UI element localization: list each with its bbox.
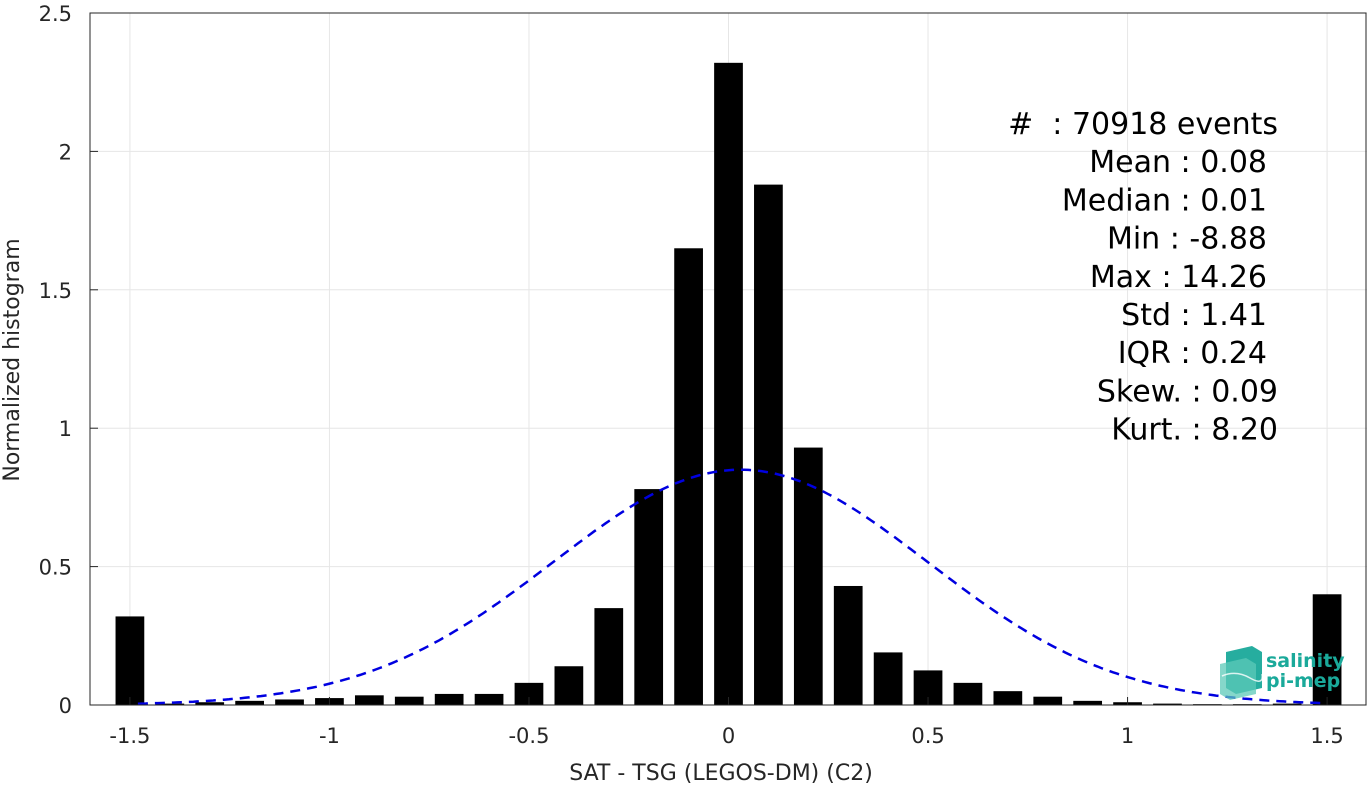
histogram-bar-24 bbox=[1073, 700, 1103, 705]
tick-labels: -1.5 -1 -0.5 0 0.5 1 1.5 0 0.5 1 1.5 2 2.5 bbox=[39, 2, 1344, 748]
stats-line-6: IQR : 0.24 bbox=[1118, 336, 1267, 371]
logo-line1: salinity bbox=[1266, 650, 1345, 672]
y-tick-label-0: 0 bbox=[59, 694, 72, 718]
logo-mark-icon bbox=[1220, 646, 1263, 700]
y-tick-label-1: 0.5 bbox=[39, 556, 72, 580]
y-tick-label-2: 1 bbox=[59, 417, 72, 441]
tick-marks bbox=[90, 12, 1328, 706]
y-tick-label-4: 2 bbox=[59, 140, 72, 164]
histogram-bar-8 bbox=[434, 693, 464, 705]
x-axis-title: SAT - TSG (LEGOS-DM) (C2) bbox=[569, 761, 873, 785]
histogram-bar-29 bbox=[1272, 703, 1302, 705]
histogram-bar-18 bbox=[833, 585, 863, 705]
histogram-bar-19 bbox=[873, 652, 903, 705]
histogram-bar-9 bbox=[474, 693, 504, 705]
histogram-bar-2 bbox=[195, 702, 225, 705]
y-axis-title: Normalized histogram bbox=[0, 238, 25, 481]
histogram-bar-11 bbox=[554, 666, 584, 705]
salinity-pi-mep-logo: salinity pi-mep bbox=[1220, 646, 1345, 700]
stats-line-4: Max : 14.26 bbox=[1090, 260, 1267, 295]
histogram-bar-13 bbox=[634, 489, 664, 705]
histogram-bar-21 bbox=[953, 682, 983, 705]
histogram-bar-3 bbox=[235, 700, 264, 705]
histogram-bar-7 bbox=[394, 696, 424, 705]
stats-line-0: # : 70918 events bbox=[1008, 107, 1278, 142]
histogram-bars bbox=[115, 62, 1342, 706]
histogram-bar-22 bbox=[993, 691, 1023, 705]
stats-line-1: Mean : 0.08 bbox=[1089, 145, 1267, 180]
x-tick-label-5: 1 bbox=[1121, 724, 1134, 748]
histogram-bar-23 bbox=[1033, 696, 1063, 705]
histogram-bar-4 bbox=[275, 699, 304, 705]
x-tick-label-1: -1 bbox=[319, 724, 340, 748]
histogram-bar-1 bbox=[155, 703, 185, 705]
y-tick-label-3: 1.5 bbox=[39, 279, 72, 303]
normal-fit-curve bbox=[137, 468, 1328, 705]
histogram-bar-0 bbox=[115, 616, 145, 705]
x-tick-label-2: -0.5 bbox=[508, 724, 549, 748]
histogram-bar-12 bbox=[594, 608, 624, 705]
logo-line2: pi-mep bbox=[1266, 670, 1340, 692]
x-tick-label-6: 1.5 bbox=[1310, 724, 1343, 748]
stats-line-3: Min : -8.88 bbox=[1107, 222, 1267, 257]
histogram-bar-10 bbox=[514, 682, 544, 705]
stats-line-7: Skew. : 0.09 bbox=[1097, 374, 1278, 409]
histogram-bar-15 bbox=[714, 62, 743, 706]
stats-line-8: Kurt. : 8.20 bbox=[1111, 413, 1278, 448]
x-tick-label-0: -1.5 bbox=[109, 724, 150, 748]
stats-line-5: Std : 1.41 bbox=[1121, 298, 1267, 333]
histogram-bar-6 bbox=[354, 695, 384, 705]
histogram-bar-26 bbox=[1153, 703, 1182, 705]
histogram-bar-17 bbox=[793, 447, 823, 705]
x-tick-label-3: 0 bbox=[722, 724, 735, 748]
y-tick-label-5: 2.5 bbox=[39, 2, 72, 26]
stats-line-2: Median : 0.01 bbox=[1062, 183, 1267, 218]
histogram-bar-16 bbox=[754, 184, 783, 706]
histogram-bar-30 bbox=[1312, 594, 1342, 705]
x-tick-label-4: 0.5 bbox=[911, 724, 944, 748]
